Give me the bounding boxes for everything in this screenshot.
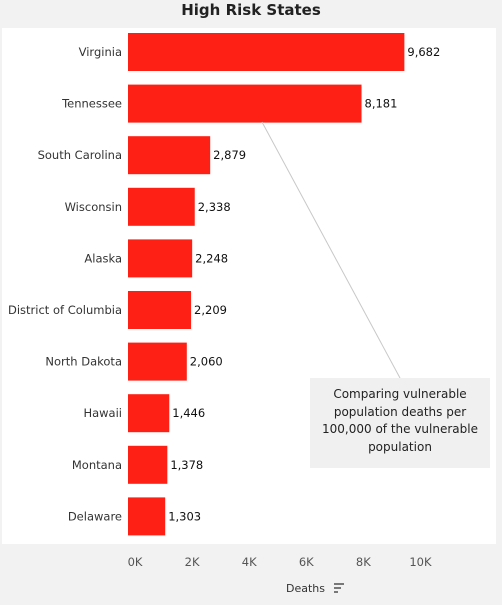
value-label: 8,181 [365, 97, 398, 111]
value-label: 2,248 [195, 251, 228, 265]
category-label: Virginia [79, 45, 122, 59]
bar[interactable] [128, 394, 170, 433]
bar[interactable] [128, 239, 193, 278]
category-label: South Carolina [38, 148, 122, 162]
category-label: Tennessee [61, 97, 122, 111]
x-tick-label: 10K [409, 555, 432, 569]
x-tick-label: 4K [242, 555, 257, 569]
bar[interactable] [128, 33, 405, 71]
value-label: 2,209 [194, 303, 227, 317]
category-label: District of Columbia [8, 303, 122, 317]
value-label: 2,060 [190, 355, 223, 369]
x-tick-label: 8K [356, 555, 371, 569]
value-label: 1,446 [172, 406, 205, 420]
value-label: 9,682 [407, 45, 440, 59]
category-label: North Dakota [45, 355, 122, 369]
category-label: Delaware [68, 509, 122, 523]
bar[interactable] [128, 445, 168, 484]
category-label: Alaska [84, 251, 122, 265]
sort-descending-icon[interactable] [333, 582, 345, 594]
value-label: 2,338 [198, 200, 231, 214]
bar[interactable] [128, 84, 362, 123]
x-tick-label: 0K [128, 555, 143, 569]
value-label: 1,303 [168, 509, 201, 523]
annotation-box: Comparing vulnerable population deaths p… [310, 378, 490, 468]
bar[interactable] [128, 187, 195, 226]
annotation-leader-line [261, 121, 401, 379]
chart-title: High Risk States [181, 1, 321, 19]
category-label: Hawaii [83, 406, 122, 420]
x-tick-label: 6K [299, 555, 314, 569]
bar[interactable] [128, 136, 211, 175]
x-axis-label[interactable]: Deaths [286, 582, 325, 595]
bar[interactable] [128, 342, 187, 381]
bar[interactable] [128, 291, 192, 329]
category-label: Montana [72, 458, 122, 472]
bar[interactable] [128, 497, 166, 536]
x-tick-label: 2K [185, 555, 200, 569]
category-label: Wisconsin [65, 200, 122, 214]
value-label: 1,378 [170, 458, 203, 472]
value-label: 2,879 [213, 148, 246, 162]
